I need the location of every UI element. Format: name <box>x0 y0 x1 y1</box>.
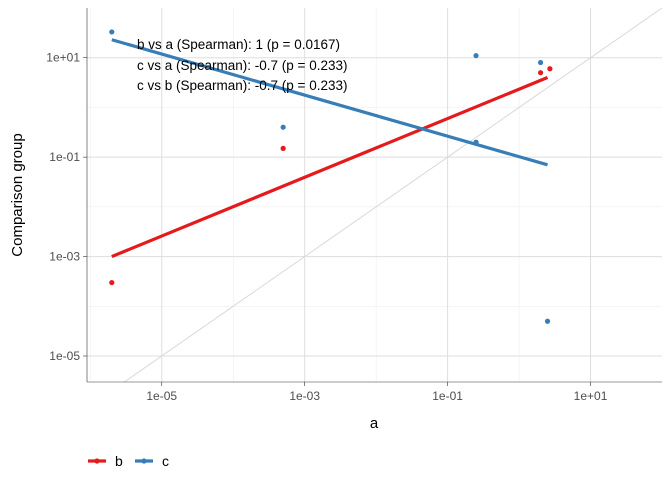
legend-label-b: b <box>115 453 123 469</box>
y-tick-label: 1e-01 <box>49 150 80 164</box>
point-c-2 <box>473 139 479 145</box>
point-b-0 <box>109 279 115 286</box>
x-tick-label: 1e-01 <box>432 389 463 403</box>
x-tick-label: 1e+01 <box>574 389 608 403</box>
identity-line <box>124 7 663 383</box>
y-tick-label: 1e+01 <box>46 51 80 65</box>
grid-lines <box>87 8 662 382</box>
y-tick-label: 1e-05 <box>49 349 80 363</box>
point-b-2 <box>537 70 544 76</box>
point-c-5 <box>544 318 551 324</box>
annotation-c-vs-b: c vs b (Spearman): -0.7 (p = 0.233) <box>137 78 347 93</box>
point-b-3 <box>547 66 553 72</box>
point-c-4 <box>537 59 544 66</box>
annotations: b vs a (Spearman): 1 (p = 0.0167) c vs a… <box>137 37 347 93</box>
point-c-1 <box>280 124 286 130</box>
legend-key-point-b <box>94 458 100 464</box>
y-tick-label: 1e-03 <box>49 250 80 264</box>
fit-line-b <box>111 76 549 259</box>
x-tick-label: 1e-03 <box>289 389 320 403</box>
x-axis-title: a <box>370 415 379 432</box>
point-b-1 <box>280 145 286 151</box>
data-marks <box>109 29 553 324</box>
point-c-3 <box>473 53 479 59</box>
identity-line-layer <box>124 7 663 383</box>
point-c-0 <box>109 29 115 35</box>
y-axis-title: Comparison group <box>9 133 26 256</box>
annotation-b-vs-a: b vs a (Spearman): 1 (p = 0.0167) <box>137 37 340 52</box>
axes <box>86 8 662 383</box>
annotation-c-vs-a: c vs a (Spearman): -0.7 (p = 0.233) <box>137 58 347 73</box>
legend-key-point-c <box>141 458 147 464</box>
x-tick-label: 1e-05 <box>146 389 177 403</box>
tick-labels: 1e-05 1e-03 1e-01 1e+01 1e-05 1e-03 1e-01 1e+01 <box>46 51 607 403</box>
legend-label-c: c <box>162 453 169 469</box>
